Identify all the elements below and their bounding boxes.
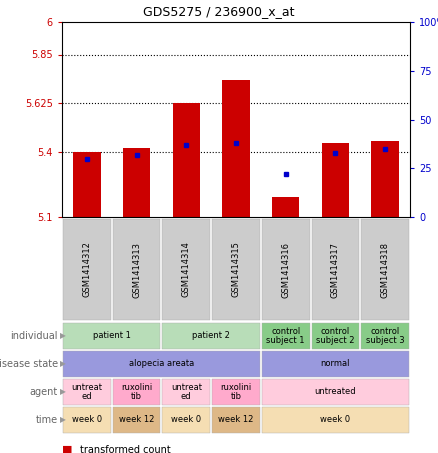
Text: ▶: ▶ [60, 387, 66, 396]
Text: ▶: ▶ [60, 332, 66, 341]
FancyBboxPatch shape [212, 407, 260, 433]
FancyBboxPatch shape [113, 380, 160, 405]
Text: week 12: week 12 [119, 415, 154, 424]
Text: untreated: untreated [314, 387, 356, 396]
Text: GSM1414312: GSM1414312 [82, 241, 92, 298]
Text: GDS5275 / 236900_x_at: GDS5275 / 236900_x_at [143, 5, 295, 18]
Text: control
subject 1: control subject 1 [266, 327, 305, 345]
FancyBboxPatch shape [162, 323, 260, 349]
FancyBboxPatch shape [63, 219, 111, 320]
FancyBboxPatch shape [63, 352, 260, 376]
Text: week 0: week 0 [72, 415, 102, 424]
Text: time: time [36, 415, 58, 425]
Text: ruxolini
tib: ruxolini tib [121, 383, 152, 401]
Bar [322, 143, 349, 217]
Bar [123, 148, 150, 217]
Text: normal: normal [321, 360, 350, 368]
FancyBboxPatch shape [162, 380, 210, 405]
Bar [73, 152, 101, 217]
Text: ruxolini
tib: ruxolini tib [220, 383, 251, 401]
FancyBboxPatch shape [63, 407, 111, 433]
Text: GSM1414313: GSM1414313 [132, 241, 141, 298]
FancyBboxPatch shape [311, 219, 359, 320]
Text: GSM1414314: GSM1414314 [182, 241, 191, 298]
Text: disease state: disease state [0, 359, 58, 369]
FancyBboxPatch shape [262, 323, 310, 349]
Text: GSM1414316: GSM1414316 [281, 241, 290, 298]
FancyBboxPatch shape [262, 352, 409, 376]
FancyBboxPatch shape [113, 407, 160, 433]
FancyBboxPatch shape [63, 323, 160, 349]
FancyBboxPatch shape [361, 323, 409, 349]
Text: alopecia areata: alopecia areata [129, 360, 194, 368]
FancyBboxPatch shape [162, 219, 210, 320]
Text: week 0: week 0 [171, 415, 201, 424]
Text: GSM1414315: GSM1414315 [232, 241, 240, 298]
FancyBboxPatch shape [262, 219, 310, 320]
FancyBboxPatch shape [162, 407, 210, 433]
Text: patient 2: patient 2 [192, 332, 230, 341]
Bar [223, 81, 250, 217]
Bar [173, 103, 200, 217]
Text: patient 1: patient 1 [93, 332, 131, 341]
Text: ▶: ▶ [60, 415, 66, 424]
Text: GSM1414317: GSM1414317 [331, 241, 340, 298]
Text: week 12: week 12 [218, 415, 254, 424]
Text: untreat
ed: untreat ed [71, 383, 102, 401]
Text: individual: individual [11, 331, 58, 341]
Text: transformed count: transformed count [80, 445, 170, 453]
Bar [371, 141, 399, 217]
Text: ■: ■ [62, 445, 76, 453]
FancyBboxPatch shape [212, 380, 260, 405]
Text: control
subject 2: control subject 2 [316, 327, 355, 345]
FancyBboxPatch shape [212, 219, 260, 320]
Bar [272, 198, 300, 217]
Text: untreat
ed: untreat ed [171, 383, 202, 401]
Text: week 0: week 0 [320, 415, 350, 424]
FancyBboxPatch shape [262, 380, 409, 405]
Text: agent: agent [30, 387, 58, 397]
FancyBboxPatch shape [113, 219, 160, 320]
FancyBboxPatch shape [63, 380, 111, 405]
Text: ▶: ▶ [60, 360, 66, 368]
FancyBboxPatch shape [262, 407, 409, 433]
FancyBboxPatch shape [361, 219, 409, 320]
FancyBboxPatch shape [311, 323, 359, 349]
Text: control
subject 3: control subject 3 [366, 327, 404, 345]
Text: GSM1414318: GSM1414318 [381, 241, 390, 298]
